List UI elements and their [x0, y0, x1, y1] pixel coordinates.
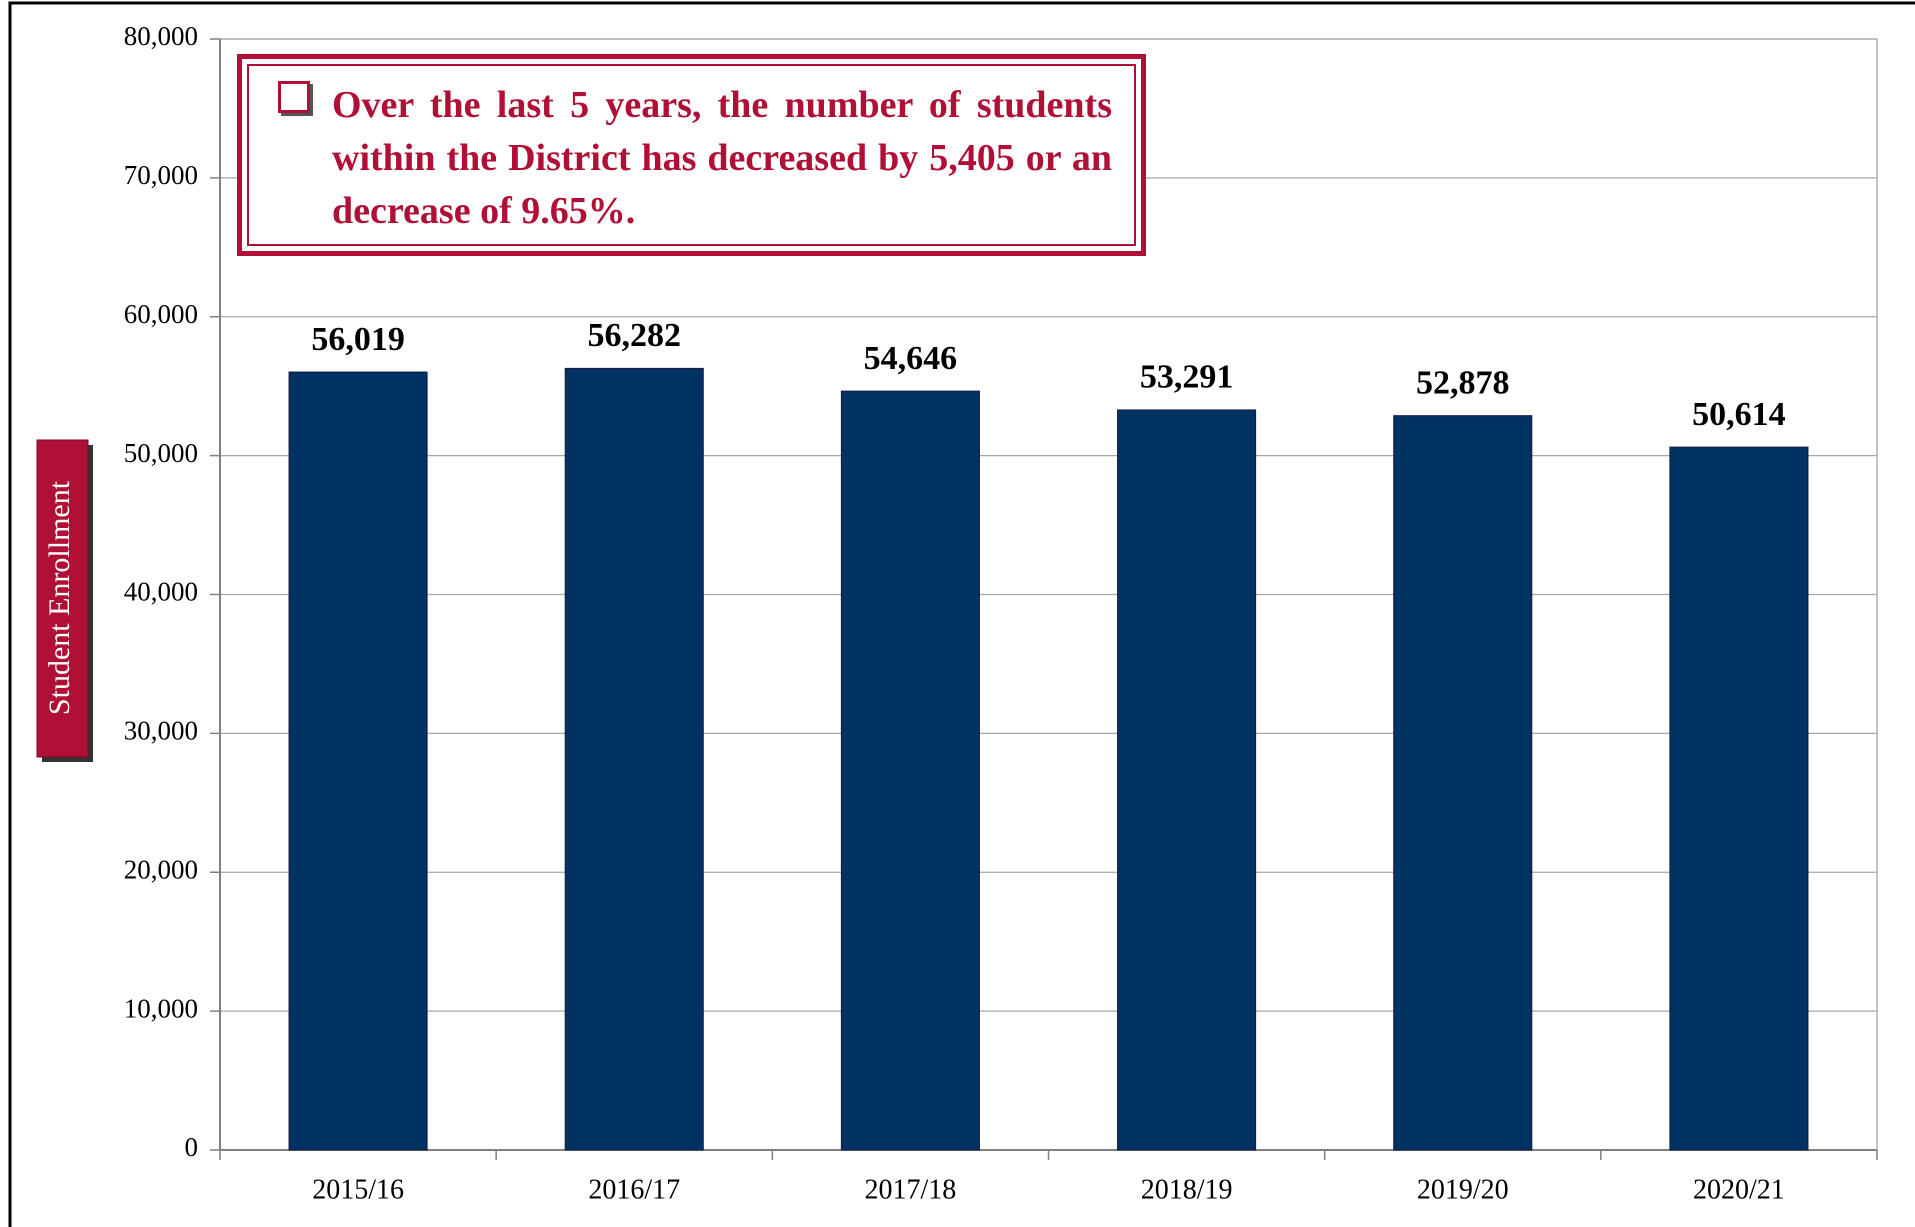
x-tick-label: 2017/18 — [865, 1174, 957, 1205]
bullet-icon — [278, 81, 310, 113]
bar — [288, 371, 428, 1151]
data-label: 52,878 — [1416, 364, 1510, 401]
bar — [1393, 415, 1533, 1151]
annotation-box: Over the last 5 years, the number of stu… — [237, 54, 1146, 256]
data-label: 56,019 — [311, 321, 405, 358]
data-label: 50,614 — [1692, 396, 1786, 433]
y-tick-label: 30,000 — [124, 716, 198, 746]
data-label: 56,282 — [588, 317, 682, 354]
data-label: 54,646 — [864, 340, 958, 377]
y-tick-label: 50,000 — [124, 438, 198, 468]
bar — [1669, 446, 1809, 1151]
bar — [840, 390, 980, 1151]
data-label: 53,291 — [1140, 359, 1234, 396]
bar — [564, 367, 704, 1151]
y-tick-label: 40,000 — [124, 577, 198, 607]
y-tick-label: 0 — [185, 1132, 199, 1162]
y-tick-label: 20,000 — [124, 854, 198, 884]
x-tick-label: 2019/20 — [1417, 1174, 1509, 1205]
annotation-inner-border — [247, 64, 1136, 246]
x-tick-label: 2020/21 — [1693, 1174, 1785, 1205]
x-tick-label: 2018/19 — [1141, 1174, 1233, 1205]
bar — [1117, 409, 1257, 1151]
frame — [8, 1, 1915, 1227]
y-tick-label: 60,000 — [124, 299, 198, 329]
y-tick-label: 80,000 — [124, 21, 198, 51]
x-tick-label: 2015/16 — [312, 1174, 404, 1205]
y-tick-label: 10,000 — [124, 993, 198, 1023]
annotation: Over the last 5 years, the number of stu… — [332, 84, 1112, 232]
axis-label-box — [36, 439, 89, 758]
y-axis-label: Student Enrollment — [43, 480, 76, 715]
x-tick-label: 2016/17 — [588, 1174, 680, 1205]
y-tick-label: 70,000 — [124, 160, 198, 190]
